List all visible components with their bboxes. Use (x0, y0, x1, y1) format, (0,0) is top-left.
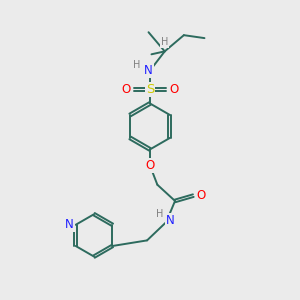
Text: O: O (169, 83, 179, 96)
Text: N: N (166, 214, 175, 227)
Text: H: H (133, 60, 140, 70)
Text: N: N (144, 64, 153, 77)
Text: H: H (161, 37, 168, 47)
Text: H: H (156, 209, 164, 219)
Text: N: N (65, 218, 74, 231)
Text: O: O (146, 159, 154, 172)
Text: O: O (121, 83, 130, 96)
Text: S: S (146, 83, 154, 96)
Text: O: O (196, 189, 205, 202)
